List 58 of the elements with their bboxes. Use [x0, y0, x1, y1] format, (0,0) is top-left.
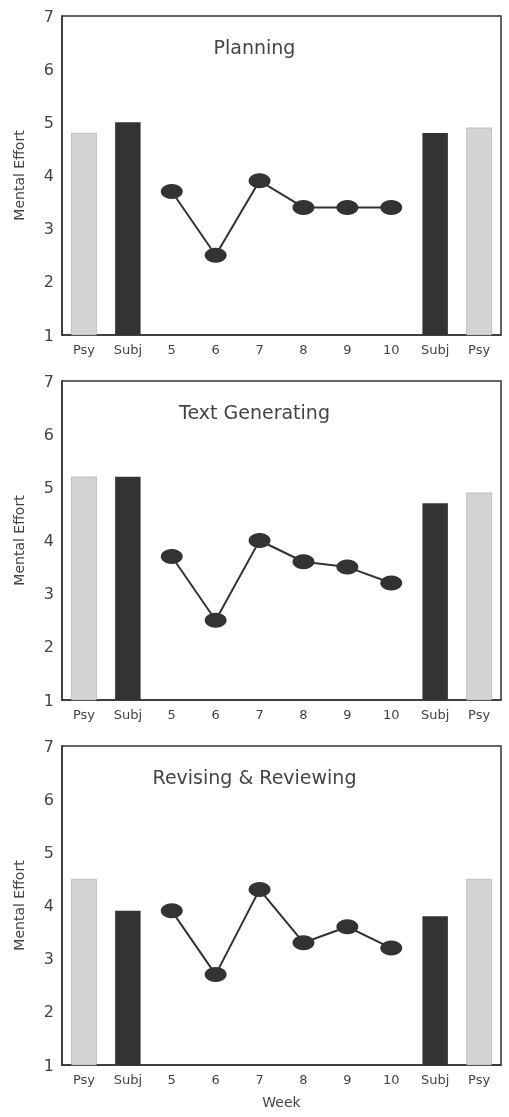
y-tick-label: 1 — [43, 690, 54, 710]
x-tick-label: Psy — [468, 707, 491, 722]
y-axis-title: Mental Effort — [11, 859, 27, 951]
x-tick-label: 10 — [382, 342, 400, 357]
y-tick-label: 4 — [43, 531, 54, 550]
y-tick-label: 1 — [43, 325, 54, 345]
y-axis-title: Mental Effort — [11, 129, 27, 221]
y-axis-title: Mental Effort — [11, 494, 27, 586]
x-tick-label: 5 — [167, 707, 176, 722]
y-tick-label: 5 — [43, 112, 54, 132]
y-tick-label: 3 — [43, 219, 54, 239]
y-tick-label: 6 — [43, 789, 54, 809]
x-tick-label: 8 — [299, 342, 308, 357]
x-tick-label: 6 — [211, 342, 220, 357]
y-tick-label: 7 — [43, 6, 54, 26]
x-tick-label: 5 — [167, 342, 176, 357]
x-tick-label: 8 — [299, 1072, 308, 1087]
y-tick-label: 3 — [43, 584, 54, 604]
y-tick-label: 4 — [43, 896, 54, 915]
x-tick-label: 9 — [343, 342, 352, 357]
x-tick-label: 9 — [343, 1072, 352, 1087]
y-tick-label: 6 — [43, 59, 54, 79]
x-tick-label: 7 — [255, 707, 264, 722]
x-tick-label: Subj — [113, 342, 143, 357]
y-tick-label: 5 — [43, 477, 54, 497]
text: Planning — [213, 35, 296, 58]
x-tick-label: Psy — [72, 342, 96, 357]
y-tick-label: 6 — [43, 424, 54, 444]
x-tick-label: Psy — [72, 1072, 96, 1087]
y-tick-label: 2 — [43, 1002, 54, 1022]
x-tick-label: 6 — [211, 1072, 220, 1087]
y-tick-label: 7 — [43, 736, 54, 756]
x-tick-label: 7 — [255, 1072, 264, 1087]
x-tick-label: Psy — [468, 342, 491, 357]
x-axis-title: Week — [262, 1094, 302, 1110]
y-tick-label: 4 — [43, 166, 54, 185]
y-tick-label: 1 — [43, 1055, 54, 1075]
text: Revising & Reviewing — [152, 765, 357, 788]
x-tick-label: Subj — [113, 707, 143, 722]
y-tick-label: 7 — [43, 371, 54, 391]
x-tick-label: Subj — [420, 707, 450, 722]
x-tick-label: 6 — [211, 707, 220, 722]
x-tick-label: 5 — [167, 1072, 176, 1087]
y-tick-label: 5 — [43, 842, 54, 862]
y-tick-label: 2 — [43, 637, 54, 657]
x-tick-label: Subj — [420, 1072, 450, 1087]
x-tick-label: Subj — [113, 1072, 143, 1087]
x-tick-label: 10 — [382, 707, 400, 722]
x-tick-label: 9 — [343, 707, 352, 722]
y-tick-label: 2 — [43, 272, 54, 292]
x-tick-label: Psy — [468, 1072, 491, 1087]
x-tick-label: Psy — [72, 707, 96, 722]
x-tick-label: Subj — [420, 342, 450, 357]
y-tick-label: 3 — [43, 949, 54, 969]
text: Text Generating — [178, 400, 330, 423]
x-tick-label: 10 — [382, 1072, 400, 1087]
x-tick-label: 8 — [299, 707, 308, 722]
x-tick-label: 7 — [255, 342, 264, 357]
